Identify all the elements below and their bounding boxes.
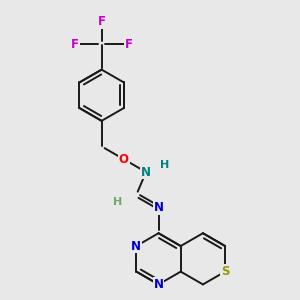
Text: O: O <box>119 153 129 166</box>
Text: F: F <box>70 38 79 50</box>
Text: H: H <box>160 160 169 170</box>
Text: S: S <box>221 265 230 278</box>
Text: N: N <box>154 278 164 291</box>
Text: F: F <box>98 15 106 28</box>
Text: N: N <box>131 239 141 253</box>
Text: N: N <box>141 166 151 178</box>
Text: N: N <box>154 201 164 214</box>
Text: H: H <box>113 197 122 207</box>
Text: F: F <box>125 38 133 50</box>
